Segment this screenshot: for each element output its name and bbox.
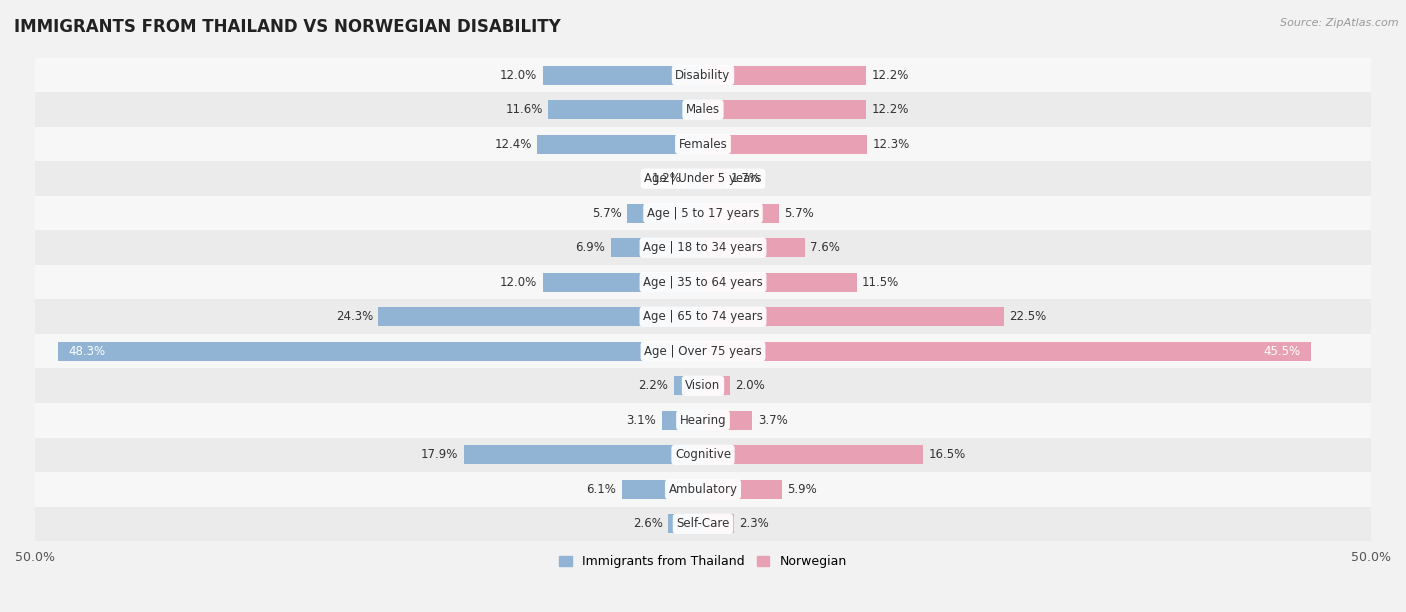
Text: 5.7%: 5.7% [592,207,621,220]
Text: 11.5%: 11.5% [862,275,900,289]
Text: Ambulatory: Ambulatory [668,483,738,496]
Text: 12.0%: 12.0% [501,275,537,289]
Text: 1.2%: 1.2% [652,172,682,185]
Text: 12.0%: 12.0% [501,69,537,81]
Text: 1.7%: 1.7% [731,172,761,185]
Text: 3.7%: 3.7% [758,414,787,427]
Bar [703,514,734,533]
Text: 12.4%: 12.4% [495,138,531,151]
Text: 17.9%: 17.9% [422,448,458,461]
Bar [35,403,1371,438]
Bar [35,438,1371,472]
Bar [35,472,1371,507]
Bar [703,135,868,154]
Bar [703,480,782,499]
Bar [703,273,856,292]
Text: Source: ZipAtlas.com: Source: ZipAtlas.com [1281,18,1399,28]
Bar [703,65,866,84]
Text: Disability: Disability [675,69,731,81]
Text: Self-Care: Self-Care [676,517,730,531]
Text: Cognitive: Cognitive [675,448,731,461]
Text: Age | 35 to 64 years: Age | 35 to 64 years [643,275,763,289]
Bar [703,341,1310,360]
Text: 6.1%: 6.1% [586,483,616,496]
Text: IMMIGRANTS FROM THAILAND VS NORWEGIAN DISABILITY: IMMIGRANTS FROM THAILAND VS NORWEGIAN DI… [14,18,561,36]
Text: 22.5%: 22.5% [1010,310,1046,323]
Bar [662,411,703,430]
Bar [668,514,703,533]
Bar [35,334,1371,368]
Text: 11.6%: 11.6% [505,103,543,116]
Bar [543,65,703,84]
Bar [703,411,752,430]
Bar [537,135,703,154]
Text: Age | Under 5 years: Age | Under 5 years [644,172,762,185]
Text: 7.6%: 7.6% [810,241,839,254]
Text: Age | 18 to 34 years: Age | 18 to 34 years [643,241,763,254]
Bar [703,169,725,188]
Bar [703,446,924,465]
Bar [688,169,703,188]
Text: Age | Over 75 years: Age | Over 75 years [644,345,762,358]
Text: 2.3%: 2.3% [740,517,769,531]
Bar [464,446,703,465]
Bar [627,204,703,223]
Text: Age | 5 to 17 years: Age | 5 to 17 years [647,207,759,220]
Bar [543,273,703,292]
Text: 45.5%: 45.5% [1263,345,1301,358]
Text: Vision: Vision [685,379,721,392]
Text: 12.2%: 12.2% [872,69,908,81]
Bar [35,162,1371,196]
Bar [35,92,1371,127]
Bar [35,299,1371,334]
Bar [673,376,703,395]
Bar [621,480,703,499]
Bar [703,307,1004,326]
Text: 24.3%: 24.3% [336,310,373,323]
Bar [703,376,730,395]
Text: Males: Males [686,103,720,116]
Text: Age | 65 to 74 years: Age | 65 to 74 years [643,310,763,323]
Text: 2.0%: 2.0% [735,379,765,392]
Text: 12.2%: 12.2% [872,103,908,116]
Text: 6.9%: 6.9% [575,241,606,254]
Text: 5.9%: 5.9% [787,483,817,496]
Bar [35,127,1371,162]
Text: 12.3%: 12.3% [873,138,910,151]
Text: Hearing: Hearing [679,414,727,427]
Bar [703,100,866,119]
Text: 48.3%: 48.3% [69,345,105,358]
Text: Females: Females [679,138,727,151]
Legend: Immigrants from Thailand, Norwegian: Immigrants from Thailand, Norwegian [554,550,852,573]
Bar [35,507,1371,541]
Bar [378,307,703,326]
Text: 5.7%: 5.7% [785,207,814,220]
Bar [35,58,1371,92]
Text: 16.5%: 16.5% [929,448,966,461]
Bar [610,238,703,257]
Bar [35,196,1371,231]
Bar [35,368,1371,403]
Bar [35,231,1371,265]
Text: 2.6%: 2.6% [633,517,662,531]
Bar [703,204,779,223]
Bar [548,100,703,119]
Bar [58,341,703,360]
Bar [35,265,1371,299]
Text: 2.2%: 2.2% [638,379,668,392]
Bar [703,238,804,257]
Text: 3.1%: 3.1% [627,414,657,427]
